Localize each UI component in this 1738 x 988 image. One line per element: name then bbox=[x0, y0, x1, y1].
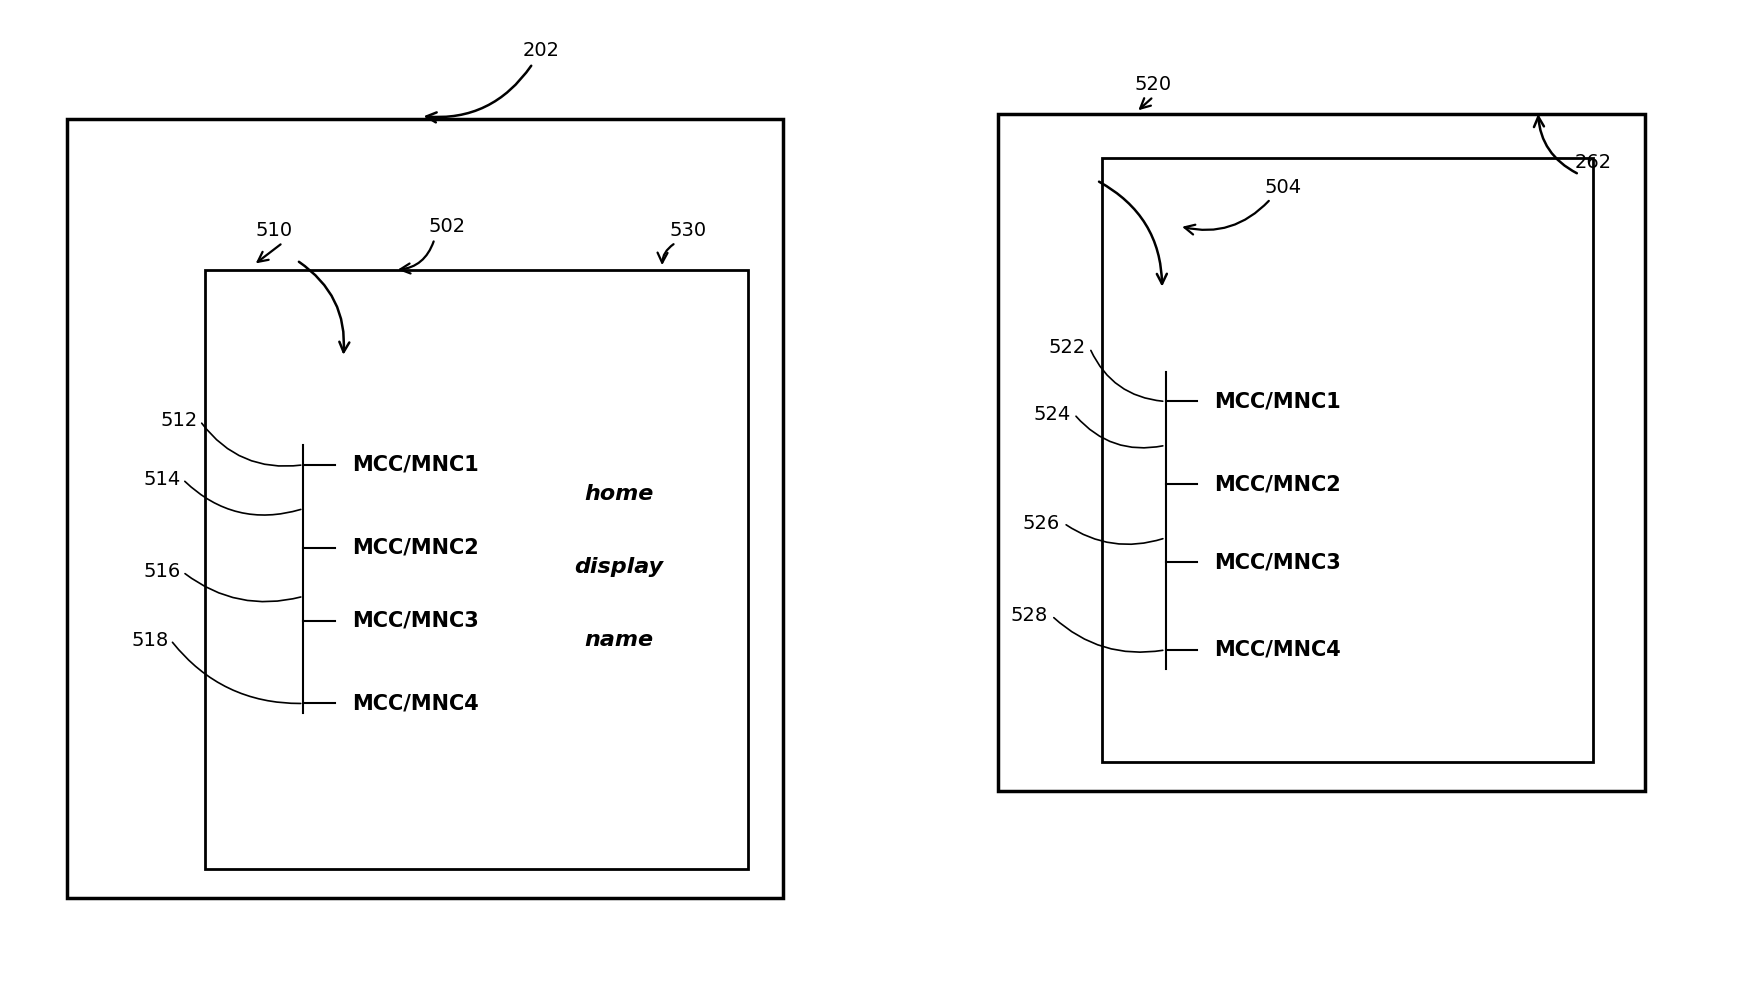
Bar bbox=[205, 270, 749, 869]
Text: 526: 526 bbox=[1022, 514, 1060, 533]
Text: MCC/MNC1: MCC/MNC1 bbox=[1213, 391, 1340, 411]
Text: MCC/MNC2: MCC/MNC2 bbox=[351, 537, 478, 557]
Text: 502: 502 bbox=[428, 216, 466, 235]
Text: 528: 528 bbox=[1012, 607, 1048, 625]
Text: MCC/MNC3: MCC/MNC3 bbox=[351, 611, 478, 630]
Text: 516: 516 bbox=[144, 562, 181, 581]
Text: 510: 510 bbox=[255, 221, 292, 240]
Text: MCC/MNC3: MCC/MNC3 bbox=[1213, 552, 1340, 572]
Text: 504: 504 bbox=[1264, 178, 1302, 197]
Text: MCC/MNC2: MCC/MNC2 bbox=[1213, 474, 1340, 494]
Text: MCC/MNC1: MCC/MNC1 bbox=[351, 454, 478, 475]
Text: 518: 518 bbox=[132, 630, 169, 650]
Text: 202: 202 bbox=[523, 41, 560, 60]
Bar bbox=[1102, 158, 1594, 762]
Text: 522: 522 bbox=[1048, 338, 1086, 358]
Bar bbox=[68, 119, 782, 898]
Text: home: home bbox=[584, 484, 653, 504]
Bar bbox=[998, 114, 1644, 791]
Text: name: name bbox=[584, 630, 653, 650]
Text: MCC/MNC4: MCC/MNC4 bbox=[1213, 640, 1340, 660]
Text: 520: 520 bbox=[1135, 75, 1171, 95]
Text: 530: 530 bbox=[669, 221, 707, 240]
Text: display: display bbox=[575, 557, 664, 577]
Text: 262: 262 bbox=[1575, 153, 1611, 172]
Text: 524: 524 bbox=[1032, 405, 1071, 424]
Text: 512: 512 bbox=[160, 411, 198, 431]
Text: MCC/MNC4: MCC/MNC4 bbox=[351, 694, 478, 713]
Text: 514: 514 bbox=[144, 470, 181, 489]
